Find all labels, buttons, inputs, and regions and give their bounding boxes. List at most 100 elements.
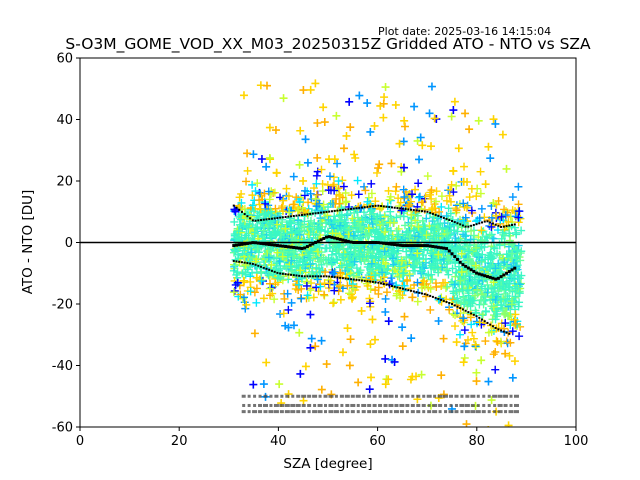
scatter-point [345, 256, 354, 265]
bin-count-mark [394, 403, 399, 407]
scatter-point [445, 222, 454, 231]
scatter-point [444, 204, 453, 213]
median-marker [245, 241, 249, 245]
bin-count-mark [339, 394, 344, 398]
scatter-point [375, 230, 384, 239]
median-marker [513, 266, 517, 270]
bin-count-mark [503, 394, 509, 398]
scatter-point [272, 230, 281, 239]
upper-envelope-marker [281, 216, 284, 219]
upper-envelope-marker [330, 210, 333, 213]
bin-count-mark [355, 394, 361, 398]
lower-envelope-marker [380, 282, 383, 285]
upper-envelope-marker [494, 223, 497, 226]
bin-count-mark [350, 394, 355, 398]
upper-envelope-marker [489, 221, 492, 224]
scatter-point [475, 214, 484, 223]
scatter-point [355, 91, 364, 100]
lower-envelope-marker [412, 290, 415, 293]
scatter-point [330, 286, 339, 295]
scatter-point [249, 150, 258, 159]
scatter-point [472, 368, 481, 377]
scatter-point [445, 305, 454, 314]
upper-envelope-marker [502, 225, 505, 228]
scatter-point [366, 127, 375, 136]
upper-envelope-marker [505, 225, 508, 228]
bin-count-mark [410, 403, 415, 407]
scatter-point [365, 385, 374, 394]
scatter-point [258, 231, 267, 240]
upper-envelope-marker [339, 209, 342, 212]
scatter-point [343, 265, 352, 274]
bin-count-mark [258, 394, 262, 398]
scatter-point [457, 249, 466, 258]
scatter-point [400, 192, 409, 201]
bin-count-mark [497, 403, 503, 407]
scatter-point [279, 247, 288, 256]
scatter-point [413, 249, 422, 258]
scatter-point [390, 357, 399, 366]
scatter-point [467, 206, 476, 215]
bin-count-mark [328, 403, 334, 407]
scatter-point [490, 244, 499, 253]
scatter-point [372, 216, 381, 225]
scatter-point [306, 216, 315, 225]
bin-count-mark [432, 410, 438, 414]
upper-envelope-marker [257, 219, 260, 222]
scatter-point [350, 218, 359, 227]
lower-envelope-marker [281, 272, 284, 275]
scatter-point [306, 246, 315, 255]
scatter-point [441, 278, 450, 287]
scatter-point [292, 269, 301, 278]
upper-envelope-marker [399, 207, 402, 210]
scatter-point [400, 312, 409, 321]
upper-envelope-marker [246, 215, 249, 218]
scatter-point [367, 189, 376, 198]
upper-envelope-marker [393, 206, 396, 209]
lower-envelope-marker [268, 268, 271, 271]
lower-envelope-marker [456, 305, 459, 308]
scatter-point [365, 299, 374, 308]
lower-envelope-marker [292, 274, 295, 277]
scatter-point [364, 248, 373, 257]
scatter-point [416, 133, 425, 142]
bin-count-mark [378, 403, 383, 407]
median-marker [412, 244, 416, 248]
bin-count-mark [388, 394, 394, 398]
scatter-point [398, 323, 407, 332]
scatter-point [477, 226, 486, 235]
scatter-point [427, 186, 436, 195]
scatter-point [233, 250, 242, 259]
upper-envelope-marker [472, 223, 475, 226]
scatter-point [412, 372, 421, 381]
scatter-point [501, 319, 510, 328]
scatter-point [486, 262, 495, 271]
scatter-point [339, 182, 348, 191]
upper-envelope-marker [311, 212, 314, 215]
upper-envelope-marker [325, 210, 328, 213]
upper-envelope-marker [461, 224, 464, 227]
lower-envelope-marker [467, 311, 470, 314]
lower-envelope-marker [505, 331, 508, 334]
scatter-point [452, 206, 461, 215]
scatter-point [313, 153, 322, 162]
scatter-point [396, 198, 405, 207]
scatter-point [401, 221, 410, 230]
scatter-point [331, 249, 340, 258]
scatter-point [251, 223, 260, 232]
median-marker [303, 246, 307, 250]
median-marker [431, 244, 435, 248]
scatter-point [491, 119, 500, 128]
y-axis: -60 -40 -20 0 20 40 60 [52, 52, 80, 436]
upper-envelope-marker [426, 210, 429, 213]
scatter-point [342, 197, 351, 206]
scatter-point [395, 262, 404, 271]
scatter-point [296, 266, 305, 275]
scatter-point [335, 217, 344, 226]
upper-envelope-marker [511, 223, 514, 226]
scatter-point [510, 357, 519, 366]
bin-count-mark [269, 394, 273, 398]
bin-count-mark [405, 410, 409, 414]
bin-count-mark [307, 403, 312, 407]
scatter-point [299, 223, 308, 232]
